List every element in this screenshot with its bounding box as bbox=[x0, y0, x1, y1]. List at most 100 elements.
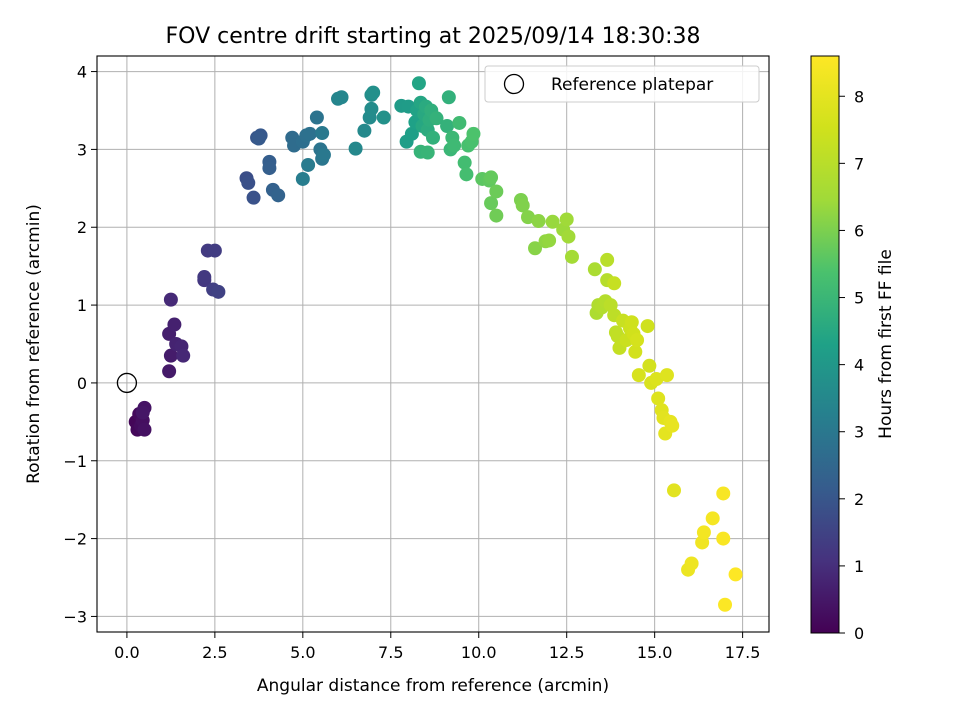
data-point bbox=[137, 422, 152, 437]
x-tick-label: 0.0 bbox=[114, 643, 139, 662]
data-point bbox=[176, 348, 191, 363]
scatter-series bbox=[116, 76, 743, 612]
data-point bbox=[659, 368, 674, 383]
colorbar-tick-label: 3 bbox=[854, 423, 864, 442]
data-point bbox=[466, 126, 481, 141]
data-point bbox=[441, 90, 456, 105]
data-point bbox=[649, 372, 664, 387]
data-point bbox=[718, 597, 733, 612]
data-point bbox=[716, 531, 731, 546]
data-point bbox=[459, 167, 474, 182]
x-tick-label: 10.0 bbox=[461, 643, 497, 662]
data-point bbox=[484, 170, 499, 185]
data-point bbox=[429, 111, 444, 126]
data-point bbox=[716, 486, 731, 501]
y-tick-label: 0 bbox=[77, 374, 87, 393]
data-point bbox=[162, 364, 177, 379]
plot-frame bbox=[96, 55, 770, 633]
data-point bbox=[705, 511, 720, 526]
data-point bbox=[197, 270, 212, 285]
data-point bbox=[426, 130, 440, 145]
data-point bbox=[246, 190, 261, 205]
x-tick-label: 2.5 bbox=[202, 643, 227, 662]
x-tick-label: 12.5 bbox=[549, 643, 585, 662]
data-point bbox=[728, 567, 743, 582]
data-point bbox=[411, 76, 426, 91]
legend-marker-open-circle bbox=[503, 73, 525, 95]
legend-label: Reference platepar bbox=[551, 75, 713, 95]
legend-box bbox=[484, 65, 760, 103]
data-point bbox=[665, 418, 680, 433]
reference-platepar-marker bbox=[116, 372, 138, 394]
colorbar-tick-label: 2 bbox=[854, 490, 864, 509]
data-point bbox=[316, 147, 331, 162]
data-point bbox=[607, 276, 622, 291]
x-tick-label: 5.0 bbox=[290, 643, 315, 662]
data-point bbox=[348, 141, 363, 156]
data-point bbox=[376, 110, 391, 125]
y-tick-label: 4 bbox=[77, 63, 87, 82]
data-point bbox=[262, 161, 277, 176]
colorbar-tick-label: 6 bbox=[854, 221, 864, 240]
colorbar-tick-label: 1 bbox=[854, 557, 864, 576]
data-point bbox=[241, 175, 256, 190]
y-tick-label: 3 bbox=[77, 140, 87, 159]
data-point bbox=[531, 214, 546, 229]
colorbar-tick-label: 7 bbox=[854, 154, 864, 173]
data-point bbox=[135, 405, 150, 420]
data-point bbox=[696, 525, 711, 540]
data-point bbox=[334, 90, 349, 105]
data-point bbox=[315, 126, 330, 141]
colorbar-label: Hours from first FF file bbox=[876, 249, 896, 439]
data-point bbox=[587, 262, 602, 277]
data-point bbox=[564, 249, 579, 264]
data-point bbox=[684, 556, 699, 571]
data-point bbox=[404, 126, 419, 141]
data-point bbox=[440, 119, 455, 134]
data-point bbox=[309, 110, 324, 125]
data-point bbox=[651, 391, 666, 406]
y-tick-label: 1 bbox=[77, 296, 87, 315]
colorbar-gradient bbox=[810, 55, 840, 634]
data-point bbox=[163, 292, 178, 307]
colorbar-tick-label: 8 bbox=[854, 87, 864, 106]
y-tick-label: 2 bbox=[77, 218, 87, 237]
data-point bbox=[667, 483, 682, 498]
grid bbox=[97, 56, 769, 632]
data-point bbox=[489, 184, 504, 199]
data-point bbox=[631, 368, 646, 383]
data-point bbox=[364, 101, 379, 116]
data-point bbox=[559, 212, 574, 227]
legend: Reference platepar bbox=[484, 65, 760, 103]
data-point bbox=[452, 115, 467, 130]
data-point bbox=[366, 85, 381, 100]
data-point bbox=[211, 284, 226, 299]
y-tick-label: −1 bbox=[63, 452, 87, 471]
colorbar-tick-label: 0 bbox=[854, 624, 864, 643]
data-point bbox=[357, 123, 372, 138]
x-tick-label: 15.0 bbox=[637, 643, 673, 662]
data-point bbox=[420, 145, 435, 160]
data-point bbox=[167, 317, 182, 332]
data-point bbox=[271, 188, 286, 203]
data-point bbox=[447, 138, 462, 153]
data-point bbox=[302, 126, 317, 141]
data-point bbox=[295, 171, 310, 186]
data-point bbox=[545, 214, 560, 229]
data-point bbox=[163, 348, 178, 363]
data-point bbox=[561, 229, 576, 244]
colorbar-tick-label: 5 bbox=[854, 289, 864, 308]
x-tick-label: 17.5 bbox=[725, 643, 761, 662]
y-tick-label: −2 bbox=[63, 530, 87, 549]
y-tick-label: −3 bbox=[63, 607, 87, 626]
data-point bbox=[624, 315, 639, 330]
y-axis: −3 −2 −1 0 1 2 3 4 bbox=[63, 63, 97, 626]
data-point bbox=[251, 131, 266, 146]
data-point bbox=[515, 198, 530, 213]
data-point bbox=[628, 344, 643, 359]
data-point bbox=[301, 157, 316, 172]
data-point bbox=[484, 196, 499, 211]
x-tick-label: 7.5 bbox=[378, 643, 403, 662]
y-axis-label: Rotation from reference (arcmin) bbox=[24, 204, 44, 484]
